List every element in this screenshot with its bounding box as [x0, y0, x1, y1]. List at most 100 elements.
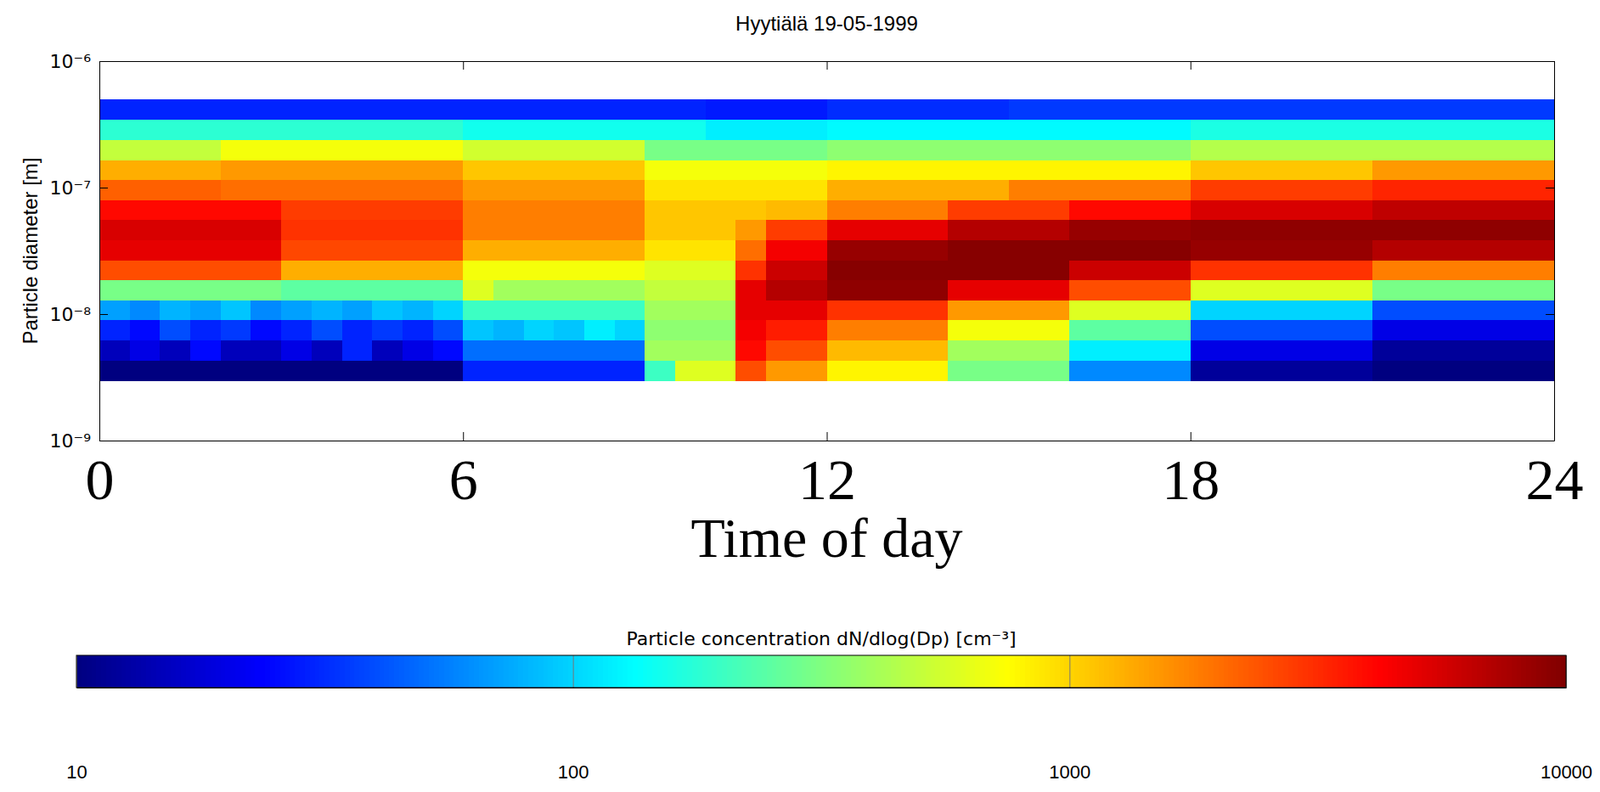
heatmap-cell: [1341, 99, 1373, 120]
heatmap-cell: [159, 339, 191, 361]
colorbar-swatch: [1307, 655, 1313, 688]
heatmap-cell: [1250, 360, 1282, 381]
heatmap-cell: [129, 360, 161, 381]
heatmap-cell: [1281, 339, 1313, 361]
colorbar-swatch: [840, 655, 846, 688]
heatmap-cell: [856, 259, 888, 281]
colorbar-swatch: [711, 655, 717, 688]
heatmap-cell: [856, 99, 888, 120]
colorbar-swatch: [1074, 655, 1080, 688]
heatmap-cell: [523, 320, 555, 341]
heatmap-cell: [978, 339, 1009, 361]
heatmap-cell: [281, 159, 312, 181]
heatmap-cell: [342, 259, 373, 281]
colorbar-swatch: [756, 655, 762, 688]
heatmap-cell: [1341, 219, 1373, 241]
heatmap-cell: [1190, 339, 1222, 361]
heatmap-cell: [129, 339, 161, 361]
heatmap-cell: [1008, 139, 1040, 160]
heatmap-cell: [462, 159, 494, 181]
x-tick-label: 24: [1526, 447, 1584, 513]
heatmap-cell: [1372, 280, 1403, 301]
heatmap-cell: [796, 99, 828, 120]
colorbar-swatch: [1357, 655, 1363, 688]
colorbar-tick: 1000: [1048, 655, 1091, 784]
heatmap-cell: [1038, 360, 1070, 381]
heatmap-cell: [1493, 199, 1525, 220]
heatmap-cell: [1190, 219, 1222, 241]
heatmap-cell: [1069, 118, 1100, 140]
heatmap-cell: [129, 239, 161, 260]
heatmap-cell: [1160, 139, 1191, 160]
heatmap-cell: [99, 159, 130, 181]
colorbar-swatch: [165, 655, 171, 688]
colorbar-swatch: [1347, 655, 1353, 688]
heatmap-cell: [99, 99, 130, 120]
colorbar-swatch: [205, 655, 211, 688]
heatmap-cell: [735, 280, 767, 301]
heatmap-cell: [918, 259, 949, 281]
heatmap-cell: [1341, 118, 1373, 140]
heatmap-cell: [281, 99, 312, 120]
heatmap-cell: [584, 259, 615, 281]
heatmap-cell: [1463, 259, 1494, 281]
heatmap-cell: [1341, 199, 1373, 220]
colorbar-swatch: [1302, 655, 1308, 688]
heatmap-cell: [402, 320, 434, 341]
heatmap-cell: [342, 179, 373, 200]
heatmap-cell: [523, 199, 555, 220]
heatmap-cell: [918, 299, 949, 321]
heatmap-cell: [614, 259, 646, 281]
heatmap-cell: [99, 139, 130, 160]
heatmap-cell: [1312, 159, 1343, 181]
x-tick-top: [827, 61, 829, 70]
heatmap-cell: [1129, 139, 1161, 160]
heatmap-cell: [250, 239, 282, 260]
heatmap-cell: [705, 280, 737, 301]
heatmap-cell: [796, 320, 828, 341]
heatmap-cell: [947, 360, 979, 381]
heatmap-cell: [918, 219, 949, 241]
heatmap-cell: [827, 139, 858, 160]
heatmap-cell: [553, 199, 585, 220]
colorbar-swatch: [383, 655, 389, 688]
y-tick-right: [1545, 187, 1555, 189]
colorbar-swatch: [1098, 655, 1105, 688]
colorbar-swatch: [1550, 655, 1556, 688]
colorbar-swatch: [185, 655, 192, 688]
heatmap-cell: [978, 159, 1009, 181]
heatmap-cell: [675, 280, 706, 301]
heatmap-cell: [1402, 299, 1434, 321]
colorbar-swatch: [86, 655, 92, 688]
heatmap-cell: [1038, 139, 1070, 160]
colorbar-swatch: [170, 655, 176, 688]
colorbar-swatch: [1546, 655, 1552, 688]
colorbar-swatch: [1501, 655, 1507, 688]
colorbar-swatch: [1069, 655, 1075, 688]
heatmap-cell: [675, 320, 706, 341]
colorbar-swatch: [1188, 655, 1195, 688]
heatmap-cell: [978, 320, 1009, 341]
heatmap-cell: [1402, 239, 1434, 260]
heatmap-cell: [1250, 99, 1282, 120]
heatmap-cell: [1463, 159, 1494, 181]
heatmap-cell: [918, 99, 949, 120]
heatmap-cell: [1099, 118, 1131, 140]
heatmap-cell: [1099, 280, 1131, 301]
heatmap-cell: [584, 360, 615, 381]
colorbar-swatch: [707, 655, 713, 688]
heatmap-cell: [250, 118, 282, 140]
heatmap-cell: [190, 360, 221, 381]
heatmap-cell: [584, 320, 615, 341]
colorbar-swatch: [642, 655, 648, 688]
colorbar-swatch: [845, 655, 851, 688]
heatmap-cell: [402, 99, 434, 120]
heatmap-cell: [371, 360, 403, 381]
colorbar-swatch: [597, 655, 603, 688]
heatmap-cell: [462, 239, 494, 260]
heatmap-cell: [99, 118, 130, 140]
heatmap-cell: [796, 219, 828, 241]
colorbar-swatch: [1054, 655, 1060, 688]
heatmap-cell: [947, 139, 979, 160]
heatmap-cell: [1069, 159, 1100, 181]
